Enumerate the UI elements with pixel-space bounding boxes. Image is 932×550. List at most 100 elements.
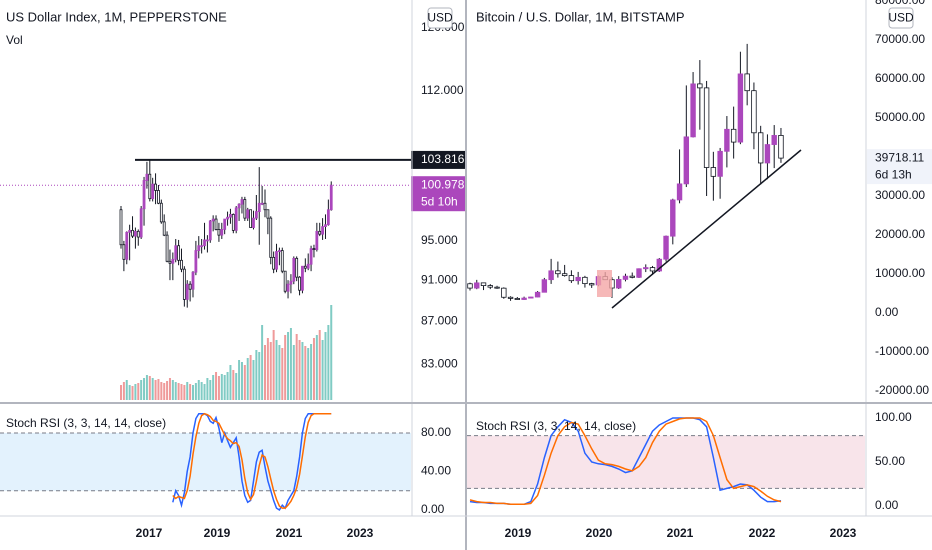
- volume-bar: [324, 332, 327, 400]
- volume-bar: [186, 382, 189, 400]
- candle-body: [200, 245, 204, 248]
- trend-line[interactable]: [611, 149, 802, 309]
- indicator-band: [0, 432, 411, 491]
- candle-body: [231, 213, 235, 231]
- currency-label: USD: [888, 11, 914, 25]
- candle-body: [220, 229, 224, 236]
- time-tick-label: 2022: [749, 526, 776, 540]
- candle-body: [139, 208, 143, 238]
- volume-bar: [125, 380, 128, 400]
- volume-bar: [140, 380, 143, 400]
- volume-bar: [252, 360, 255, 400]
- volume-bar: [226, 372, 229, 400]
- candle-body: [234, 207, 238, 231]
- time-tick-label: 2023: [347, 526, 374, 540]
- candle-body: [690, 83, 696, 138]
- volume-bar: [266, 338, 269, 400]
- volume-bar: [174, 382, 177, 400]
- candle-body: [737, 73, 744, 143]
- time-tick-label: 2019: [505, 526, 532, 540]
- currency-badge: [427, 7, 453, 29]
- candle-body: [309, 248, 313, 265]
- candle-body: [122, 244, 126, 260]
- candle-body: [616, 278, 622, 289]
- candle-body: [301, 265, 304, 291]
- price-tick-label: 70000.00: [875, 32, 925, 46]
- volume-bar: [240, 362, 243, 400]
- candle-body: [292, 257, 296, 282]
- candle-body: [182, 268, 186, 300]
- volume-bar: [131, 386, 134, 400]
- price-tick-label: -10000.00: [875, 344, 929, 358]
- candle-body: [501, 287, 507, 298]
- indicator-band: [467, 435, 865, 489]
- candle-body: [582, 276, 588, 285]
- candle-body: [306, 263, 310, 269]
- candle-body: [237, 203, 241, 209]
- volume-bar: [148, 376, 151, 400]
- candle-body: [249, 209, 253, 228]
- time-tick-label: 2023: [830, 526, 857, 540]
- candle-body: [194, 250, 198, 273]
- candle-body: [321, 226, 325, 235]
- candle-body: [254, 211, 258, 219]
- candle-body: [676, 183, 683, 201]
- candle-body: [298, 276, 301, 291]
- price-tick-label: 112.000: [421, 83, 464, 97]
- candle-body: [568, 275, 575, 282]
- price-tick-label: 91.000: [421, 272, 458, 286]
- currency-badge: [888, 7, 914, 29]
- volume-bar: [307, 348, 310, 400]
- volume-bar: [264, 345, 266, 400]
- candle-body: [159, 202, 163, 223]
- volume-bar: [180, 384, 183, 400]
- volume-bar: [261, 325, 264, 400]
- price-tick-label: 30000.00: [875, 188, 925, 202]
- volume-bar: [134, 384, 137, 400]
- candle-body: [474, 282, 480, 289]
- volume-bar: [203, 384, 206, 400]
- candle-body: [157, 190, 160, 204]
- candle-body: [663, 235, 669, 260]
- volume-bar: [157, 379, 160, 400]
- volume-bar: [321, 340, 324, 400]
- candle-body: [191, 271, 195, 290]
- price-tick-label: 50000.00: [875, 110, 925, 124]
- price-tick-label: 0.00: [875, 305, 899, 319]
- volume-bar: [295, 334, 298, 400]
- candle-body: [329, 184, 333, 211]
- price-tick-label: 60000.00: [875, 71, 925, 85]
- volume-bar: [281, 348, 284, 400]
- candle-body: [217, 229, 221, 236]
- last-price-label: 100.978: [421, 177, 465, 191]
- volume-bar: [278, 345, 281, 400]
- candle-body: [266, 209, 270, 219]
- candle-body: [561, 273, 568, 277]
- indicator-tick-label: 100.00: [875, 410, 912, 424]
- volume-bar: [137, 383, 140, 400]
- volume-bar: [238, 360, 241, 400]
- candle-body: [136, 230, 140, 238]
- price-tick-label: 87.000: [421, 313, 458, 327]
- volume-bar: [212, 375, 215, 400]
- volume-bar: [122, 382, 125, 400]
- volume-bar: [327, 325, 330, 400]
- candle-body: [151, 183, 155, 200]
- volume-bar: [315, 335, 318, 400]
- volume-bar: [189, 384, 192, 400]
- candle-body: [185, 283, 189, 300]
- candle-body: [494, 286, 500, 289]
- volume-bar: [200, 382, 203, 400]
- candle-body: [480, 282, 487, 286]
- candle-body: [303, 265, 307, 269]
- volume-bar: [229, 365, 232, 400]
- price-tick-label: 83.000: [421, 356, 458, 370]
- candle-body: [211, 218, 215, 222]
- candle-body: [636, 268, 642, 278]
- volume-bar: [284, 335, 287, 400]
- indicator-title: Stoch RSI (3, 3, 14, 14, close): [476, 419, 636, 433]
- volume-bar: [215, 372, 218, 400]
- indicator-tick-label: 0.00: [421, 502, 445, 516]
